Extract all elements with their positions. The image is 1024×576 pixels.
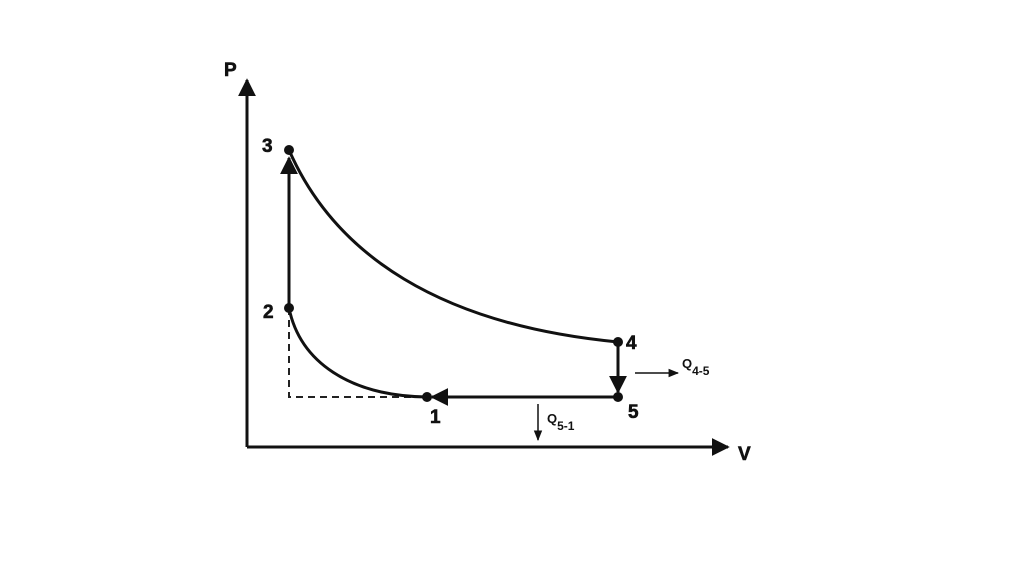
point-label: 4: [626, 333, 637, 354]
heat-subscript: 5-1: [557, 419, 575, 433]
point-label: 5: [628, 402, 639, 423]
point: [284, 145, 294, 155]
point: [613, 392, 623, 402]
heat-subscript: 4-5: [692, 364, 710, 378]
compression-curve: [287, 307, 428, 399]
heat-label: Q5-1: [547, 411, 575, 433]
expansion-curve: [287, 149, 619, 344]
heat-symbol: Q: [682, 356, 692, 371]
y-axis-label: P: [224, 60, 237, 81]
point: [422, 392, 432, 402]
heat-symbol: Q: [547, 411, 557, 426]
point-label: 2: [263, 302, 274, 323]
dashed-reference: [288, 308, 420, 398]
point: [284, 303, 294, 313]
point-label: 1: [430, 407, 441, 428]
heat-label: Q4-5: [682, 356, 710, 378]
x-axis-label: V: [738, 444, 751, 465]
point-label: 3: [262, 136, 273, 157]
point: [613, 337, 623, 347]
